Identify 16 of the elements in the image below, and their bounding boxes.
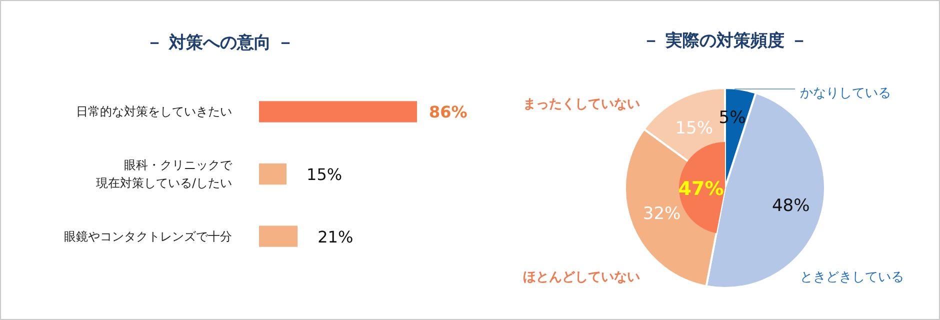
data-label: 21% — [318, 227, 354, 246]
slice-label: まったくしていない — [523, 97, 640, 112]
chart-title: － 実際の対策頻度 － — [642, 31, 808, 51]
text: 47% — [678, 178, 724, 200]
data-label: 15% — [675, 118, 714, 138]
y-tick-label: 日常的な対策をしていきたい — [76, 104, 232, 119]
data-label: 15% — [306, 165, 342, 184]
y-tick-label: 眼科・クリニックで現在対策している/したい — [96, 158, 233, 190]
data-label: 32% — [642, 204, 681, 224]
chart-title: － 対策への意向 － — [146, 33, 294, 53]
data-label: 48% — [772, 196, 810, 216]
slice-label: ほとんどしていない — [523, 270, 640, 285]
data-label: 86% — [429, 102, 468, 122]
y-tick-label: 眼鏡やコンタクトレンズで十分 — [64, 229, 232, 244]
slice-label: ときどきしている — [800, 270, 904, 285]
slice-label: かなりしている — [800, 86, 891, 101]
